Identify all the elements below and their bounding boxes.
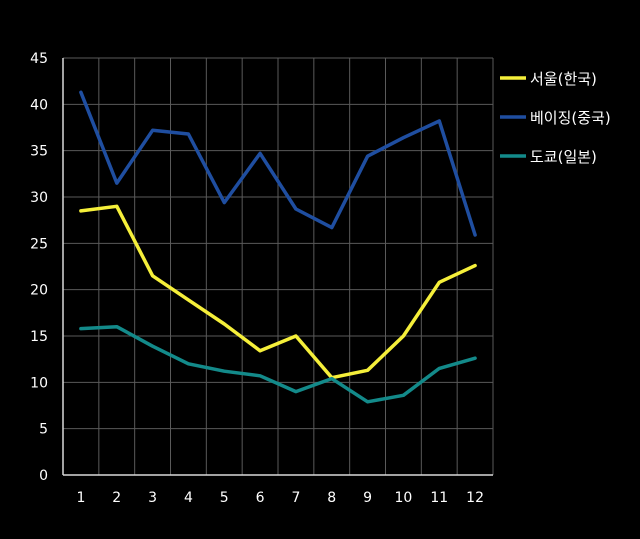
y-tick-label: 5	[39, 422, 48, 438]
x-tick-label: 1	[76, 490, 85, 506]
x-tick-label: 5	[220, 490, 229, 506]
x-tick-label: 9	[363, 490, 372, 506]
y-tick-label: 15	[30, 329, 48, 345]
y-tick-labels: 0 5 10 15 20 25 30 35 40 45	[30, 51, 48, 484]
legend-label: 서울(한국)	[530, 70, 597, 88]
x-tick-label: 6	[256, 490, 265, 506]
series-line-3	[79, 324, 477, 404]
x-tick-label: 8	[327, 490, 336, 506]
x-tick-labels: 1 2 3 4 5 6 7 8 9 10 11 12	[76, 490, 484, 506]
x-tick-label: 11	[430, 490, 448, 506]
y-tick-label: 10	[30, 375, 48, 391]
y-tick-label: 0	[39, 468, 48, 484]
y-tick-label: 45	[30, 51, 48, 67]
series-line-2	[79, 90, 477, 237]
x-tick-label: 4	[184, 490, 193, 506]
y-tick-label: 35	[30, 144, 48, 160]
y-tick-label: 25	[30, 236, 48, 252]
x-tick-label: 10	[395, 490, 413, 506]
legend-label: 베이징(중국)	[530, 109, 611, 127]
x-tick-label: 2	[112, 490, 121, 506]
x-tick-label: 3	[148, 490, 157, 506]
x-tick-label: 7	[291, 490, 300, 506]
y-tick-label: 20	[30, 283, 48, 299]
legend-label: 도쿄(일본)	[530, 148, 597, 166]
series-line-1	[79, 204, 477, 380]
y-tick-label: 30	[30, 190, 48, 206]
grid	[63, 57, 494, 475]
legend: 서울(한국) 베이징(중국) 도쿄(일본)	[500, 70, 611, 166]
series-lines	[79, 90, 477, 404]
y-tick-label: 40	[30, 97, 48, 113]
axes	[62, 58, 493, 476]
x-tick-label: 12	[466, 490, 484, 506]
